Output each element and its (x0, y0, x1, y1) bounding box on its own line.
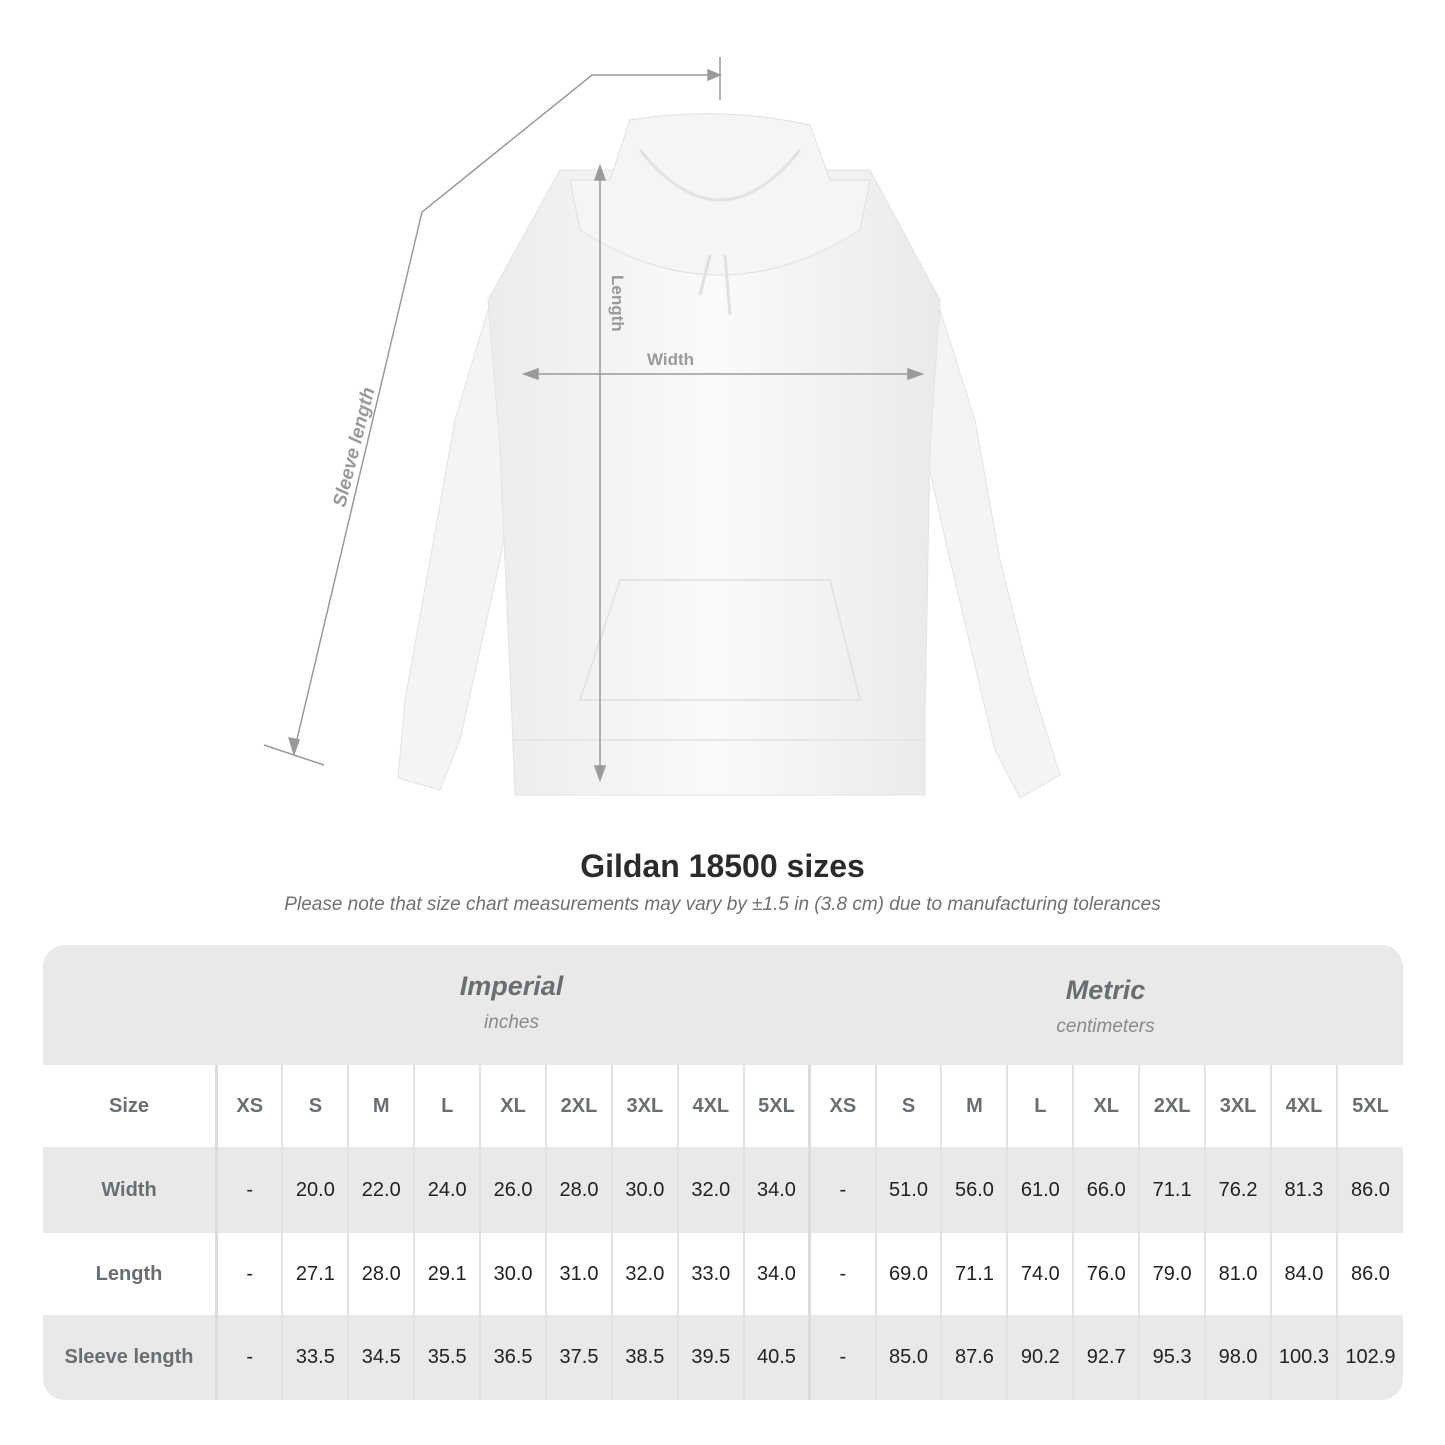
metric-value-cell: 95.3 (1138, 1315, 1206, 1400)
imperial-size-header: 3XL (610, 1065, 678, 1147)
metric-value-cell: - (808, 1233, 876, 1315)
metric-size-header: XS (808, 1065, 876, 1147)
metric-value-cell: 100.3 (1270, 1315, 1337, 1400)
hoodie-measurement-diagram: Length Width Sleeve length (263, 57, 1061, 799)
metric-size-header: 3XL (1204, 1065, 1271, 1147)
table-row: Length -27.1 28.0 29.1 30.0 31.0 32.0 33.0 34.0-… (43, 1233, 1403, 1315)
metric-value-cell: - (808, 1147, 876, 1233)
metric-value-cell: 66.0 (1072, 1147, 1140, 1233)
imperial-value-cell: 26.0 (479, 1147, 547, 1233)
metric-value-cell: 87.6 (940, 1315, 1008, 1400)
imperial-size-header: XL (479, 1065, 547, 1147)
imperial-size-header: M (347, 1065, 415, 1147)
size-header-row: Size XS S M L XL 2XL 3XL 4XL 5XL XS S M L XL 2XL 3XL 4XL 5… (43, 1065, 1403, 1147)
metric-value-cell: 81.0 (1204, 1233, 1271, 1315)
imperial-size-header: L (413, 1065, 481, 1147)
imperial-value-cell: - (215, 1315, 283, 1400)
imperial-size-header: 4XL (676, 1065, 744, 1147)
imperial-value-cell: 33.0 (676, 1233, 744, 1315)
metric-value-cell: 51.0 (874, 1147, 942, 1233)
metric-size-header: 2XL (1138, 1065, 1206, 1147)
imperial-value-cell: 32.0 (676, 1147, 744, 1233)
hoodie-image (397, 113, 1061, 799)
measurement-lines (263, 57, 925, 783)
imperial-value-cell: 31.0 (545, 1233, 612, 1315)
imperial-value-cell: 27.1 (281, 1233, 349, 1315)
imperial-value-cell: 36.5 (479, 1315, 547, 1400)
imperial-value-cell: 35.5 (413, 1315, 481, 1400)
table-row: Sleeve length -33.5 34.5 35.5 36.5 37.5 38.5 39… (43, 1315, 1403, 1400)
row-label: Sleeve length (43, 1315, 218, 1400)
row-label: Width (43, 1147, 218, 1233)
imperial-unit: inches (484, 1012, 539, 1033)
imperial-value-cell: 38.5 (610, 1315, 678, 1400)
row-label: Length (43, 1233, 218, 1315)
metric-value-cell: 90.2 (1006, 1315, 1074, 1400)
metric-size-header: L (1006, 1065, 1074, 1147)
imperial-value-cell: 34.5 (347, 1315, 415, 1400)
table-row: Width -20.0 22.0 24.0 26.0 28.0 30.0 32.0 34.0-5… (43, 1147, 1403, 1233)
imperial-label: Imperial (459, 971, 564, 1001)
metric-value-cell: 74.0 (1006, 1233, 1074, 1315)
page-title: Gildan 18500 sizes (580, 848, 865, 884)
metric-label: Metric (1065, 975, 1146, 1005)
metric-value-cell: 79.0 (1138, 1233, 1206, 1315)
metric-value-cell: 102.9 (1335, 1315, 1403, 1400)
metric-size-header: XL (1072, 1065, 1140, 1147)
metric-value-cell: 71.1 (940, 1233, 1008, 1315)
imperial-value-cell: 40.5 (742, 1315, 810, 1400)
imperial-value-cell: 28.0 (347, 1233, 415, 1315)
imperial-value-cell: 33.5 (281, 1315, 349, 1400)
imperial-value-cell: 30.0 (610, 1147, 678, 1233)
size-chart: Imperial inches Metric centimeters Size X… (43, 945, 1403, 1400)
metric-value-cell: 81.3 (1270, 1147, 1337, 1233)
metric-value-cell: 84.0 (1270, 1233, 1337, 1315)
metric-size-header: 5XL (1335, 1065, 1403, 1147)
imperial-size-header: S (281, 1065, 349, 1147)
metric-value-cell: 71.1 (1138, 1147, 1206, 1233)
imperial-value-cell: - (215, 1147, 283, 1233)
metric-size-header: 4XL (1270, 1065, 1337, 1147)
imperial-value-cell: 29.1 (413, 1233, 481, 1315)
imperial-size-header: XS (215, 1065, 283, 1147)
size-label: Size (43, 1065, 218, 1147)
imperial-value-cell: 28.0 (545, 1147, 612, 1233)
imperial-value-cell: 22.0 (347, 1147, 415, 1233)
size-table: Size XS S M L XL 2XL 3XL 4XL 5XL XS S M L XL 2XL 3XL 4XL 5… (43, 1065, 1403, 1400)
metric-value-cell: 69.0 (874, 1233, 942, 1315)
tolerance-note: Please note that size chart measurements… (284, 894, 1161, 915)
sleeve-length-label: Sleeve length (329, 385, 379, 509)
metric-value-cell: 56.0 (940, 1147, 1008, 1233)
imperial-size-header: 2XL (545, 1065, 612, 1147)
length-label: Length (608, 275, 627, 332)
metric-value-cell: 76.0 (1072, 1233, 1140, 1315)
metric-size-header: S (874, 1065, 942, 1147)
metric-header: Metric centimeters (808, 975, 1403, 1095)
imperial-value-cell: 34.0 (742, 1147, 810, 1233)
imperial-value-cell: - (215, 1233, 283, 1315)
imperial-value-cell: 34.0 (742, 1233, 810, 1315)
metric-size-header: M (940, 1065, 1008, 1147)
metric-value-cell: 86.0 (1335, 1147, 1403, 1233)
imperial-value-cell: 24.0 (413, 1147, 481, 1233)
imperial-value-cell: 32.0 (610, 1233, 678, 1315)
metric-value-cell: 61.0 (1006, 1147, 1074, 1233)
imperial-header: Imperial inches (215, 971, 808, 1091)
metric-value-cell: 92.7 (1072, 1315, 1140, 1400)
metric-value-cell: 76.2 (1204, 1147, 1271, 1233)
imperial-value-cell: 39.5 (676, 1315, 744, 1400)
width-label: Width (647, 350, 694, 369)
metric-value-cell: 85.0 (874, 1315, 942, 1400)
imperial-value-cell: 20.0 (281, 1147, 349, 1233)
imperial-value-cell: 37.5 (545, 1315, 612, 1400)
metric-unit: centimeters (1056, 1016, 1155, 1037)
imperial-value-cell: 30.0 (479, 1233, 547, 1315)
metric-value-cell: 98.0 (1204, 1315, 1271, 1400)
sleeve-length-line (293, 74, 720, 753)
metric-value-cell: 86.0 (1335, 1233, 1403, 1315)
metric-value-cell: - (808, 1315, 876, 1400)
imperial-size-header: 5XL (742, 1065, 810, 1147)
